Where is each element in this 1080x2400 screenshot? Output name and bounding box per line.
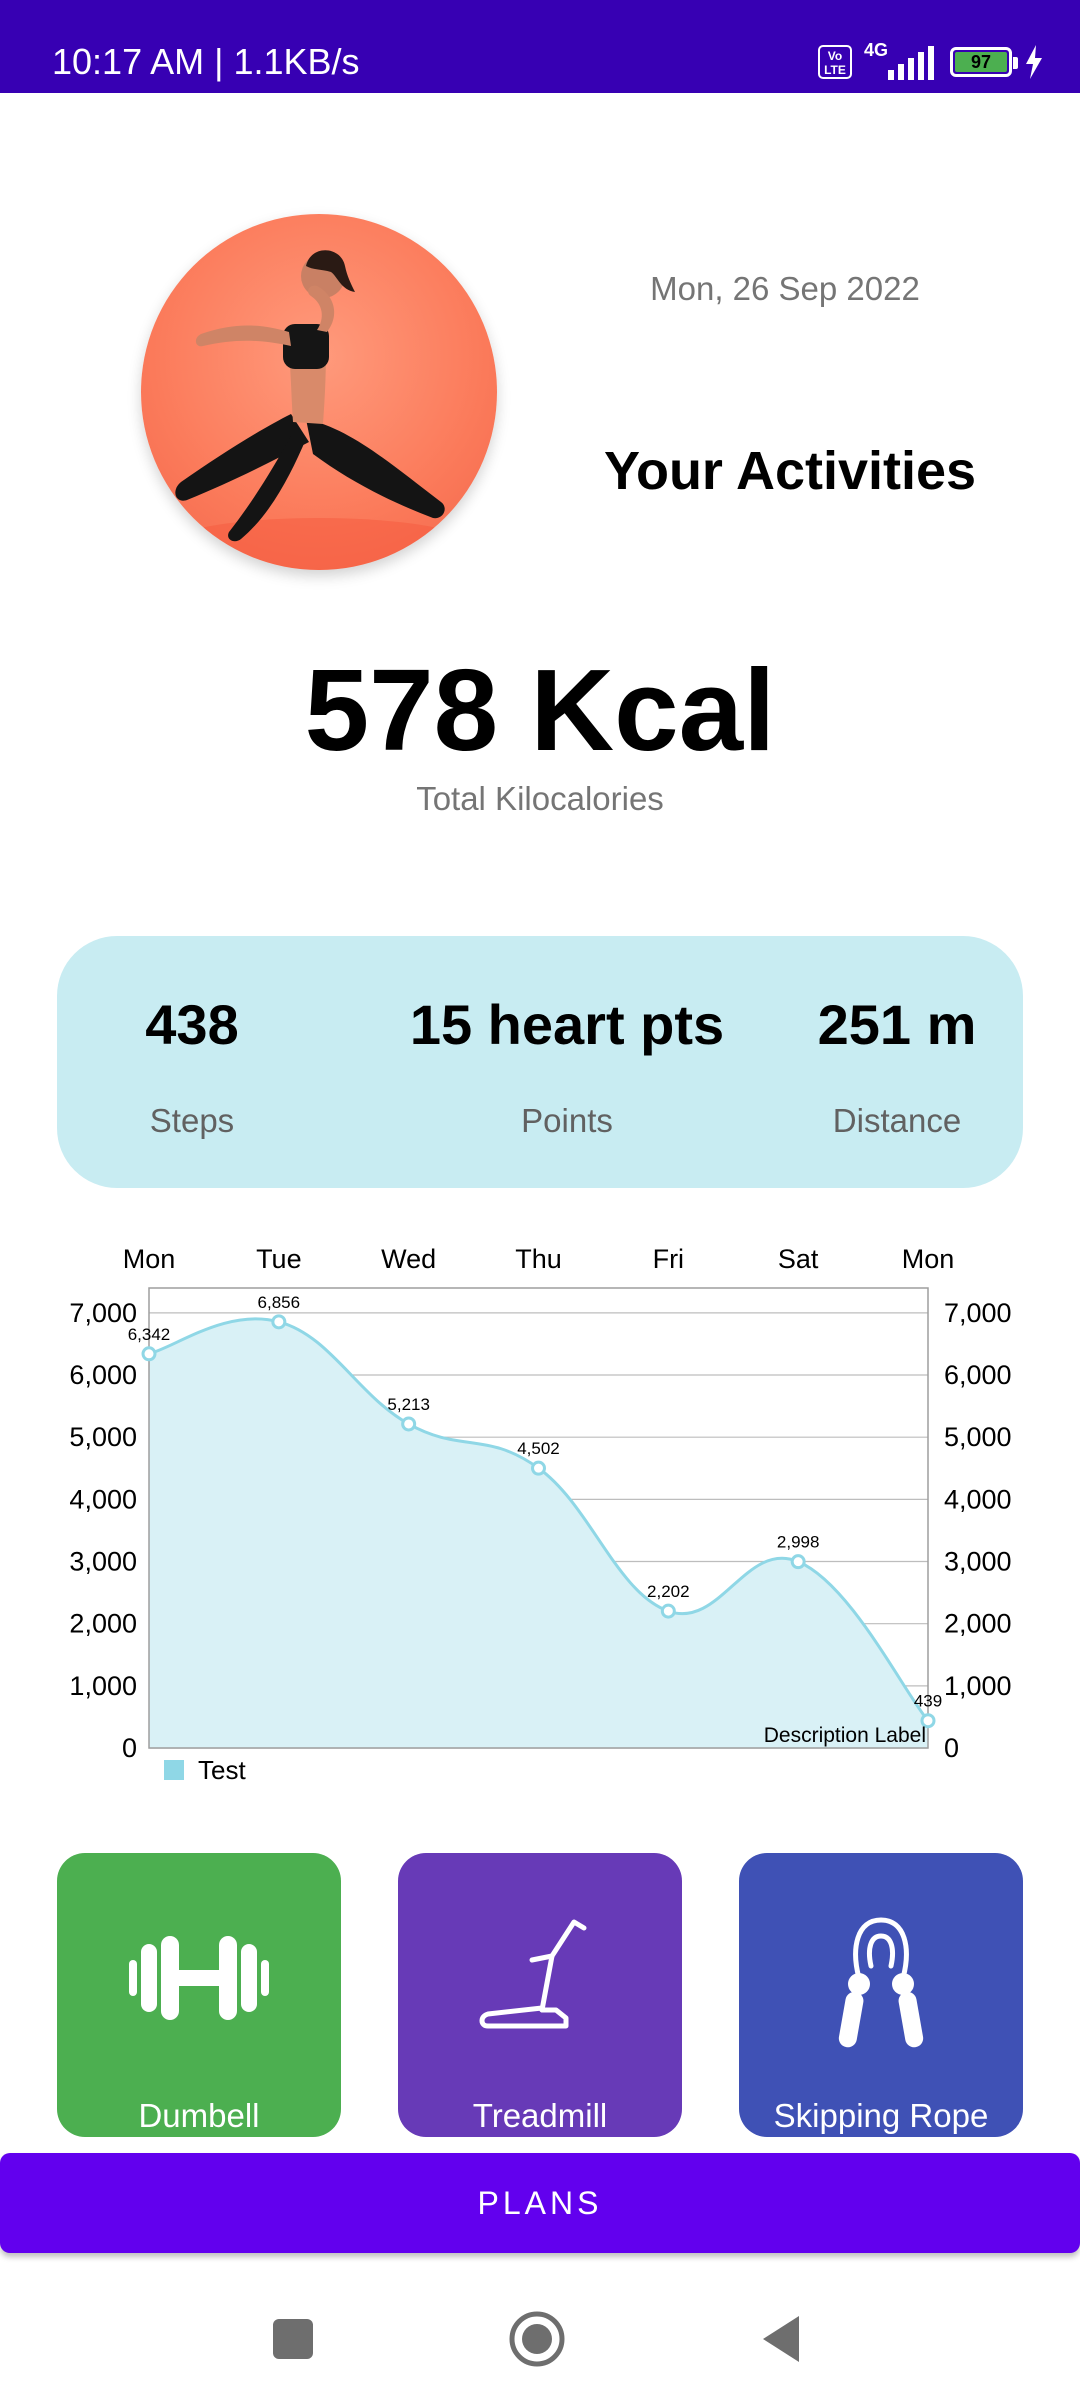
weekly-activity-chart[interactable]: 6,342 6,856 5,213 4,502 2,202 2,998 439 Mon Tue… <box>0 1230 1080 1800</box>
data-point[interactable] <box>920 1713 936 1729</box>
y-tick-label-left: 2,000 <box>69 1609 137 1639</box>
legend-label-test: Test <box>198 1755 246 1785</box>
stats-card: 438 Steps 15 heart pts Points 251 m Dist… <box>57 936 1023 1188</box>
points-stat: 15 heart pts Points <box>327 936 807 1188</box>
chart-y-axis-right: 0 1,000 2,000 3,000 4,000 5,000 6,000 7,000 <box>944 1298 1012 1763</box>
steps-stat: 438 Steps <box>87 936 297 1188</box>
battery-icon: 97 <box>950 47 1018 77</box>
data-point[interactable] <box>660 1603 676 1619</box>
y-tick-label-right: 4,000 <box>944 1484 1012 1514</box>
treadmill-icon <box>479 1919 587 2029</box>
treadmill-label: Treadmill <box>472 2097 608 2134</box>
distance-value: 251 m <box>817 993 977 1056</box>
page-title: Your Activities <box>603 441 977 501</box>
steps-label: Steps <box>149 1102 235 1139</box>
data-point[interactable] <box>790 1554 806 1570</box>
skipping-rope-tile[interactable]: Skipping Rope <box>739 1853 1023 2137</box>
back-button[interactable] <box>746 2304 816 2374</box>
x-tick-label: Mon <box>123 1244 176 1274</box>
x-tick-label: Fri <box>653 1244 684 1274</box>
square-icon <box>273 2319 313 2359</box>
chart-svg: 6,342 6,856 5,213 4,502 2,202 2,998 439 Mon Tue… <box>69 1244 1012 1785</box>
network-type-label: 4G <box>864 40 889 60</box>
chart-description-label: Description Label <box>764 1724 926 1747</box>
steps-value: 438 <box>145 993 239 1056</box>
volte-icon: Vo LTE <box>818 45 852 79</box>
system-nav-bar <box>0 2270 1080 2400</box>
y-tick-label-right: 1,000 <box>944 1671 1012 1701</box>
chart-x-axis: Mon Tue Wed Thu Fri Sat Mon <box>123 1244 955 1274</box>
total-kcal-label: Total Kilocalories <box>416 780 664 817</box>
data-value-label: 2,202 <box>647 1582 690 1601</box>
distance-label: Distance <box>832 1102 962 1139</box>
x-tick-label: Wed <box>381 1244 436 1274</box>
y-tick-label-right: 6,000 <box>944 1360 1012 1390</box>
y-tick-label-right: 7,000 <box>944 1298 1012 1328</box>
chart-y-axis-left: 0 1,000 2,000 3,000 4,000 5,000 6,000 7,000 <box>69 1298 137 1763</box>
data-point[interactable] <box>401 1416 417 1432</box>
dumbell-tile[interactable]: Dumbell <box>57 1853 341 2137</box>
plans-button[interactable]: PLANS <box>0 2153 1080 2253</box>
recent-apps-button[interactable] <box>258 2304 328 2374</box>
dumbell-label: Dumbell <box>138 2097 260 2134</box>
points-label: Points <box>521 1102 613 1139</box>
y-tick-label-right: 3,000 <box>944 1547 1012 1577</box>
skipping-rope-icon <box>838 1917 924 2048</box>
back-triangle-icon <box>763 2316 799 2362</box>
y-tick-label-left: 5,000 <box>69 1422 137 1452</box>
chart-points: 6,342 6,856 5,213 4,502 2,202 2,998 439 <box>128 1293 942 1729</box>
x-tick-label: Mon <box>902 1244 955 1274</box>
avatar <box>141 214 497 570</box>
treadmill-tile[interactable]: Treadmill <box>398 1853 682 2137</box>
home-button[interactable] <box>502 2304 572 2374</box>
data-value-label: 439 <box>914 1692 942 1711</box>
status-time: 10:17 AM | 1.1KB/s <box>52 41 360 82</box>
woman-exercising-illustration <box>169 250 469 570</box>
y-tick-label-left: 6,000 <box>69 1360 137 1390</box>
y-tick-label-right: 5,000 <box>944 1422 1012 1452</box>
current-date: Mon, 26 Sep 2022 <box>650 270 920 307</box>
y-tick-label-right: 2,000 <box>944 1609 1012 1639</box>
dumbell-icon <box>129 1936 269 2020</box>
legend-swatch-test <box>164 1760 184 1780</box>
points-value: 15 heart pts <box>409 993 725 1056</box>
y-tick-label-left: 7,000 <box>69 1298 137 1328</box>
data-value-label: 5,213 <box>387 1395 430 1414</box>
data-point[interactable] <box>271 1314 287 1330</box>
data-point[interactable] <box>141 1346 157 1362</box>
total-kcal-value: 578 Kcal <box>304 645 776 775</box>
status-icons: Vo LTE 4G 97 <box>818 40 1044 84</box>
y-tick-label-left: 1,000 <box>69 1671 137 1701</box>
status-bar: 10:17 AM | 1.1KB/s Vo LTE 4G 97 <box>0 0 1080 93</box>
battery-level: 97 <box>955 52 1007 72</box>
chart-frame <box>148 1287 929 1749</box>
y-tick-label-right: 0 <box>944 1733 959 1763</box>
data-value-label: 6,342 <box>128 1325 171 1344</box>
data-value-label: 4,502 <box>517 1439 560 1458</box>
data-value-label: 2,998 <box>777 1533 820 1552</box>
y-tick-label-left: 0 <box>122 1733 137 1763</box>
chart-area-fill <box>149 1318 928 1748</box>
circle-icon <box>509 2311 565 2367</box>
signal-icon: 4G <box>864 40 938 82</box>
charging-icon <box>1026 45 1042 79</box>
y-tick-label-left: 3,000 <box>69 1547 137 1577</box>
x-tick-label: Tue <box>256 1244 302 1274</box>
skipping-rope-label: Skipping Rope <box>773 2097 989 2134</box>
distance-stat: 251 m Distance <box>777 936 1017 1188</box>
data-value-label: 6,856 <box>258 1293 301 1312</box>
data-point[interactable] <box>531 1460 546 1476</box>
y-tick-label-left: 4,000 <box>69 1484 137 1514</box>
x-tick-label: Thu <box>515 1244 562 1274</box>
x-tick-label: Sat <box>778 1244 819 1274</box>
